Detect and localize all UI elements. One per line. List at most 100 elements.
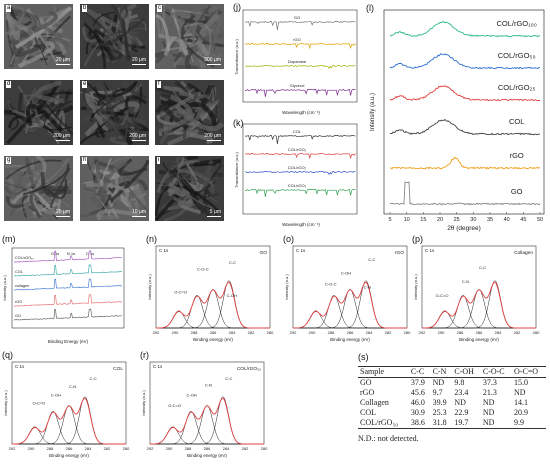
x-tick-label: 290 (166, 446, 173, 451)
x-tick-label: 286 (347, 330, 354, 335)
scale-bar-label: 200 μm (204, 57, 221, 63)
xrd-series-COL/rGO50 (389, 52, 541, 70)
scale-bar-label: 5 μm (209, 209, 221, 215)
xps-c1s-chart: C 1s Collagen Intensity (a.u.) 292 290 288 286… (413, 245, 540, 342)
x-tick-label: 280 (404, 330, 411, 335)
component-peak (293, 310, 406, 329)
xps-panel-title: rGO (395, 250, 404, 256)
survey-series-4 (13, 308, 123, 321)
scale-bar-label: 20 μm (132, 57, 146, 63)
xps-panel-letter: (r) (140, 350, 149, 360)
x-tick-label: 286 (476, 330, 483, 335)
table-cell: 37.3 (482, 378, 497, 387)
scale-bar: 20 μm (56, 57, 70, 65)
table-cell: COL/rGO₅₀ (358, 418, 409, 429)
survey-peak-label: N 1s (67, 251, 75, 256)
table-cell: 23.4 (454, 388, 469, 397)
x-tick-label: 25 (454, 217, 460, 223)
component-peak (156, 295, 269, 329)
table-cell: 14.1 (514, 398, 529, 407)
survey-series-0 (13, 250, 123, 263)
series-label-1: COL/rGO₁ (288, 147, 307, 152)
table-cell: 21.3 (482, 388, 497, 397)
x-axis-label: Binding energy (eV) (459, 337, 499, 342)
table-cell: 46.0 (410, 398, 425, 407)
peak-label: O-C=O (174, 290, 187, 295)
x-tick-label: 288 (47, 446, 54, 451)
table-header-cell: O-C=O (512, 366, 546, 378)
xps-c1s-chart: C 1s COL/rGO₅₀ Intensity (a.u.) 292 290 288 28… (141, 361, 268, 458)
x-axis-label: Wavelength (cm⁻¹) (282, 222, 320, 227)
envelope-curve (293, 281, 407, 329)
xps-c1s-chart: C 1s COL Intensity (a.u.) 292 290 288 286 284 28… (3, 361, 130, 458)
xrd-series-label: COL (509, 117, 524, 126)
x-tick-label: 280 (267, 330, 274, 335)
peak-label: C-OH (51, 392, 61, 397)
component-peak (422, 310, 535, 329)
xrd-series-GO (389, 181, 541, 206)
plot-frame (155, 245, 271, 329)
envelope-curve (156, 281, 270, 329)
x-tick-label: 284 (229, 330, 236, 335)
scale-bar-label: 20 μm (56, 57, 70, 63)
composition-table: Sample C-C C-N C-OH C-O-C O-C=O GO 37.9 ND 9.8 37… (358, 366, 546, 429)
scale-bar: 200 μm (129, 133, 146, 141)
survey-series-label: GO (15, 314, 21, 318)
series-line-0 (244, 134, 356, 144)
panel-j-ftir-chart: Transmittance (a.u.) Wavelength (cm⁻¹) GO r… (234, 9, 358, 115)
x-tick-label: 286 (210, 330, 217, 335)
component-peak (422, 295, 535, 329)
table-cell: ND (482, 408, 495, 417)
plot-frame (421, 245, 537, 329)
x-tick-label: 280 (261, 446, 268, 451)
table-cell: 38.6 (408, 418, 431, 429)
series-label-0: GO (294, 15, 300, 20)
survey-series-1 (13, 263, 122, 277)
plot-frame (292, 245, 408, 329)
table-header-cell: C-N (430, 366, 453, 378)
envelope-curve (422, 281, 536, 329)
x-tick-label: 35 (487, 217, 493, 223)
x-tick-label: 50 (537, 217, 543, 223)
series-line-0 (244, 20, 356, 30)
x-tick-label: 284 (85, 446, 92, 451)
xps-panel-title: GO (260, 250, 268, 256)
xrd-series-COL/rGO100 (389, 20, 541, 38)
sem-panel-letter: a (6, 5, 12, 12)
peak-label: C-C (229, 260, 236, 265)
component-peak (156, 310, 269, 329)
peak-label: C-N (69, 384, 76, 389)
peak-label: C-OH (227, 293, 237, 298)
peak-label: O-C=O (168, 403, 181, 408)
x-tick-label: 40 (504, 217, 510, 223)
sem-image-g: g 20 μm (4, 156, 73, 221)
y-axis-label: Intensity (a.u.) (284, 274, 289, 300)
x-axis-label: Binding energy (eV) (187, 453, 227, 458)
component-peak (293, 295, 406, 329)
table-row: GO 37.9 ND 9.8 37.3 15.0 (358, 378, 546, 389)
table-cell: 19.7 (452, 418, 481, 429)
peak-label: C-OH (186, 392, 196, 397)
scale-bar: 20 μm (56, 209, 70, 217)
series-line-2 (244, 171, 356, 176)
envelope-curve (12, 397, 126, 445)
x-tick-label: 280 (123, 446, 130, 451)
plot-frame (11, 247, 125, 329)
xps-panel-title: COL (113, 366, 123, 372)
y-axis-label: Intensity (a.u.) (3, 390, 8, 416)
xrd-series-rGO (390, 156, 541, 170)
x-tick-label: 290 (438, 330, 445, 335)
peak-label: C-C (368, 257, 375, 262)
peak-label: C-O-C (325, 281, 337, 286)
table-cell: 9.8 (454, 378, 465, 387)
component-peak (293, 289, 406, 329)
peak-label: C-C (225, 376, 232, 381)
table-header-cell: C-OH (452, 366, 481, 378)
y-axis-label: Transmittance (a.u.) (234, 39, 239, 75)
sem-image-h: h 10 μm (80, 156, 149, 221)
survey-series-label: collagen (15, 284, 29, 288)
series-line-1 (244, 153, 356, 160)
xps-panel-letter: (o) (283, 234, 294, 244)
xps-corner-label: C 1s (159, 248, 169, 253)
xps-corner-label: C 1s (425, 248, 435, 253)
